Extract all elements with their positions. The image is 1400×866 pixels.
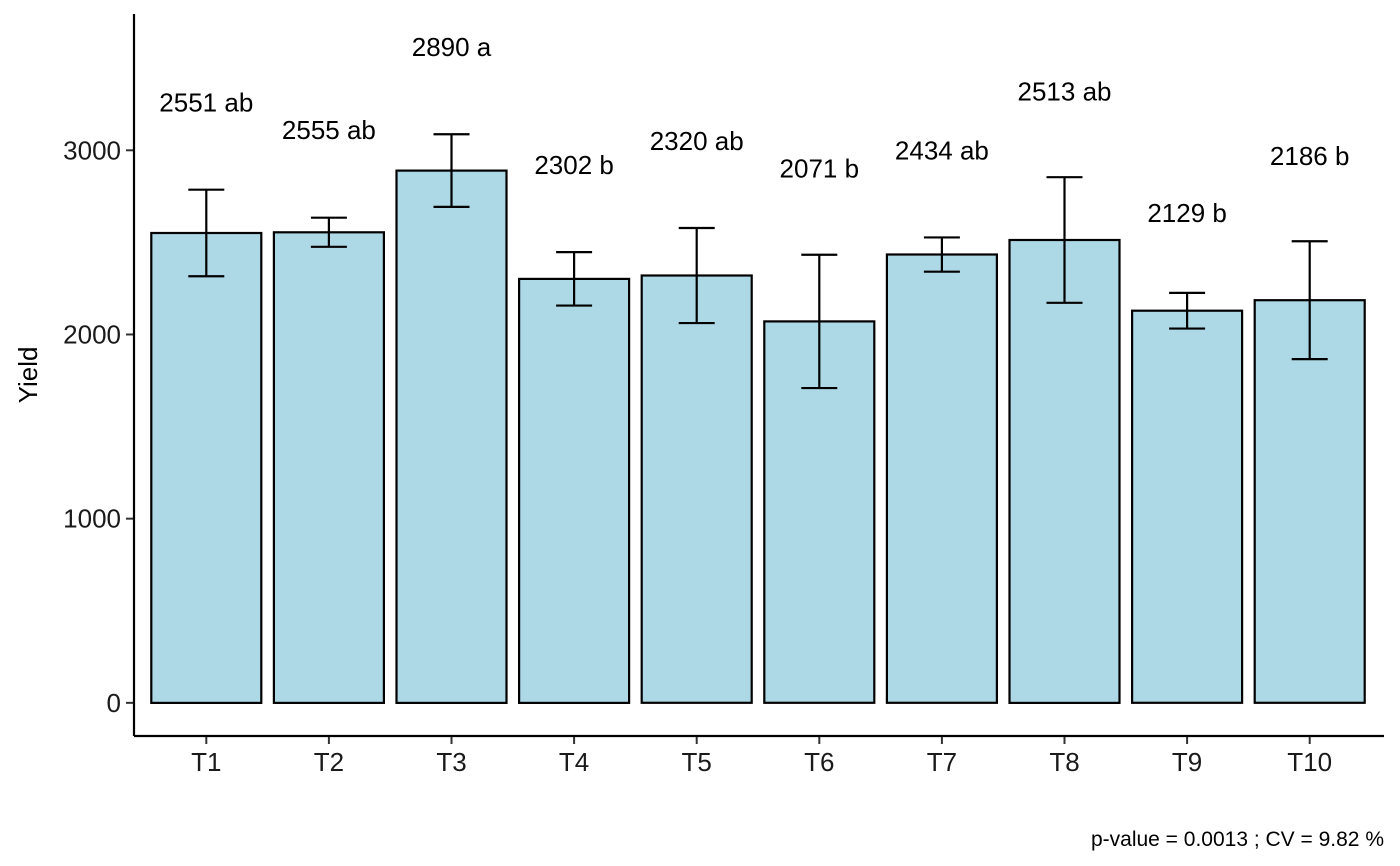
bars-layer xyxy=(150,169,1366,705)
y-tick-label-1000: 1000 xyxy=(63,504,121,534)
error-bar-t7 xyxy=(923,236,960,273)
x-tick-label-t9: T9 xyxy=(1172,747,1202,777)
x-tick-label-t7: T7 xyxy=(927,747,957,777)
error-bar-t5 xyxy=(678,226,715,325)
error-bar-t2 xyxy=(310,216,347,248)
x-tick-label-t5: T5 xyxy=(682,747,712,777)
x-tick-label-t4: T4 xyxy=(559,747,589,777)
data-label-t10: 2186 b xyxy=(1270,141,1350,171)
bar-t8 xyxy=(1008,238,1121,704)
data-labels-layer: 2551 ab 2555 ab 2890 a 2302 b 2320 ab 2071 b 2… xyxy=(159,32,1349,228)
data-label-t8: 2513 ab xyxy=(1018,76,1112,106)
bar-t2 xyxy=(272,231,385,705)
error-bar-t4 xyxy=(556,251,593,307)
error-bar-t3 xyxy=(433,133,470,208)
x-tick-label-t1: T1 xyxy=(191,747,221,777)
bar-t5 xyxy=(640,274,753,704)
x-tick-label-t3: T3 xyxy=(436,747,466,777)
bar-t4 xyxy=(517,277,631,704)
x-tick-label-t6: T6 xyxy=(804,747,834,777)
data-label-t5: 2320 ab xyxy=(650,126,744,156)
x-tick-label-t10: T10 xyxy=(1287,747,1332,777)
error-bar-t1 xyxy=(188,188,225,278)
y-tick-label-3000: 3000 xyxy=(63,135,121,165)
x-tick-label-t8: T8 xyxy=(1049,747,1079,777)
bar-t1 xyxy=(150,231,263,704)
axes-layer: T1 T2 T3 T4 T5 T6 T7 T8 T9 T10 0 1000 2000 3000 xyxy=(63,14,1384,777)
error-bar-t8 xyxy=(1046,176,1083,304)
data-label-t3: 2890 a xyxy=(412,32,492,62)
bar-t9 xyxy=(1130,309,1244,704)
data-label-t1: 2551 ab xyxy=(159,87,253,117)
data-label-t2: 2555 ab xyxy=(282,115,376,145)
error-bar-t6 xyxy=(801,253,838,390)
stats-caption: p-value = 0.0013 ; CV = 9.82 % xyxy=(1091,828,1384,851)
y-axis-title: Yield xyxy=(13,347,43,404)
x-tick-label-t2: T2 xyxy=(314,747,344,777)
y-tick-label-0: 0 xyxy=(107,688,121,718)
bar-t7 xyxy=(885,253,999,704)
data-label-t9: 2129 b xyxy=(1147,198,1227,228)
bar-t10 xyxy=(1253,299,1366,704)
error-bar-t10 xyxy=(1291,240,1328,361)
data-label-t4: 2302 b xyxy=(534,150,614,180)
data-label-t7: 2434 ab xyxy=(895,135,989,165)
bar-t3 xyxy=(395,169,508,704)
error-bars-layer xyxy=(188,133,1328,390)
y-tick-label-2000: 2000 xyxy=(63,319,121,349)
error-bar-t9 xyxy=(1169,291,1206,330)
data-label-t6: 2071 b xyxy=(780,154,860,184)
